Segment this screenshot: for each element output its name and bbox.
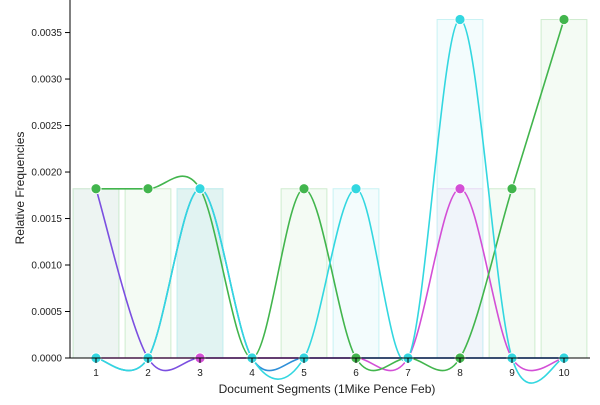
series-4-point-10[interactable] [558,14,570,25]
series-5-point-6[interactable] [350,183,362,195]
y-tick-label-2: 0.0010 [31,261,62,272]
x-tick-label-7: 7 [405,368,411,379]
y-tick-label-4: 0.0020 [31,168,62,179]
x-tick-label-5: 5 [301,368,307,379]
series-1-bar-1 [72,188,120,359]
y-axis-title: Relative Frequencies [13,132,27,245]
axes-layer: 0.0000 0.0005 0.0010 0.0015 0.0020 0.0025 0.00… [31,0,590,379]
series-3-point-8[interactable] [454,183,466,195]
series-5-bar-6 [332,188,380,359]
x-tick-label-4: 4 [249,368,255,379]
y-tick-label-1: 0.0005 [31,307,62,318]
y-tick-label-6: 0.0030 [31,75,62,86]
series-5-bar-3 [176,188,224,359]
series-4-point-2[interactable] [142,183,154,195]
x-axis-title: Document Segments (1Mike Pence Feb) [219,382,436,396]
series-4-bar-9 [488,188,536,359]
y-tick-label-7: 0.0035 [31,28,62,39]
x-tick-label-8: 8 [457,368,463,379]
y-tick-label-3: 0.0015 [31,214,62,225]
x-tick-label-9: 9 [509,368,515,379]
series-5-point-3[interactable] [194,183,206,195]
y-tick-label-5: 0.0025 [31,121,62,132]
x-tick-label-2: 2 [145,368,151,379]
bars-layer [72,19,588,359]
x-tick-label-1: 1 [93,368,99,379]
x-tick-label-10: 10 [558,368,570,379]
series-4-bar-2 [124,188,172,359]
series-4-point-9[interactable] [506,183,518,195]
series-5-point-8[interactable] [454,14,466,25]
x-tick-label-6: 6 [353,368,359,379]
series-4-bar-5 [280,188,328,359]
series-4-point-5[interactable] [298,183,310,195]
series-4-point-1[interactable] [90,183,102,195]
y-tick-label-0: 0.0000 [31,354,62,365]
x-tick-label-3: 3 [197,368,203,379]
series-4-bar-1 [72,188,120,359]
